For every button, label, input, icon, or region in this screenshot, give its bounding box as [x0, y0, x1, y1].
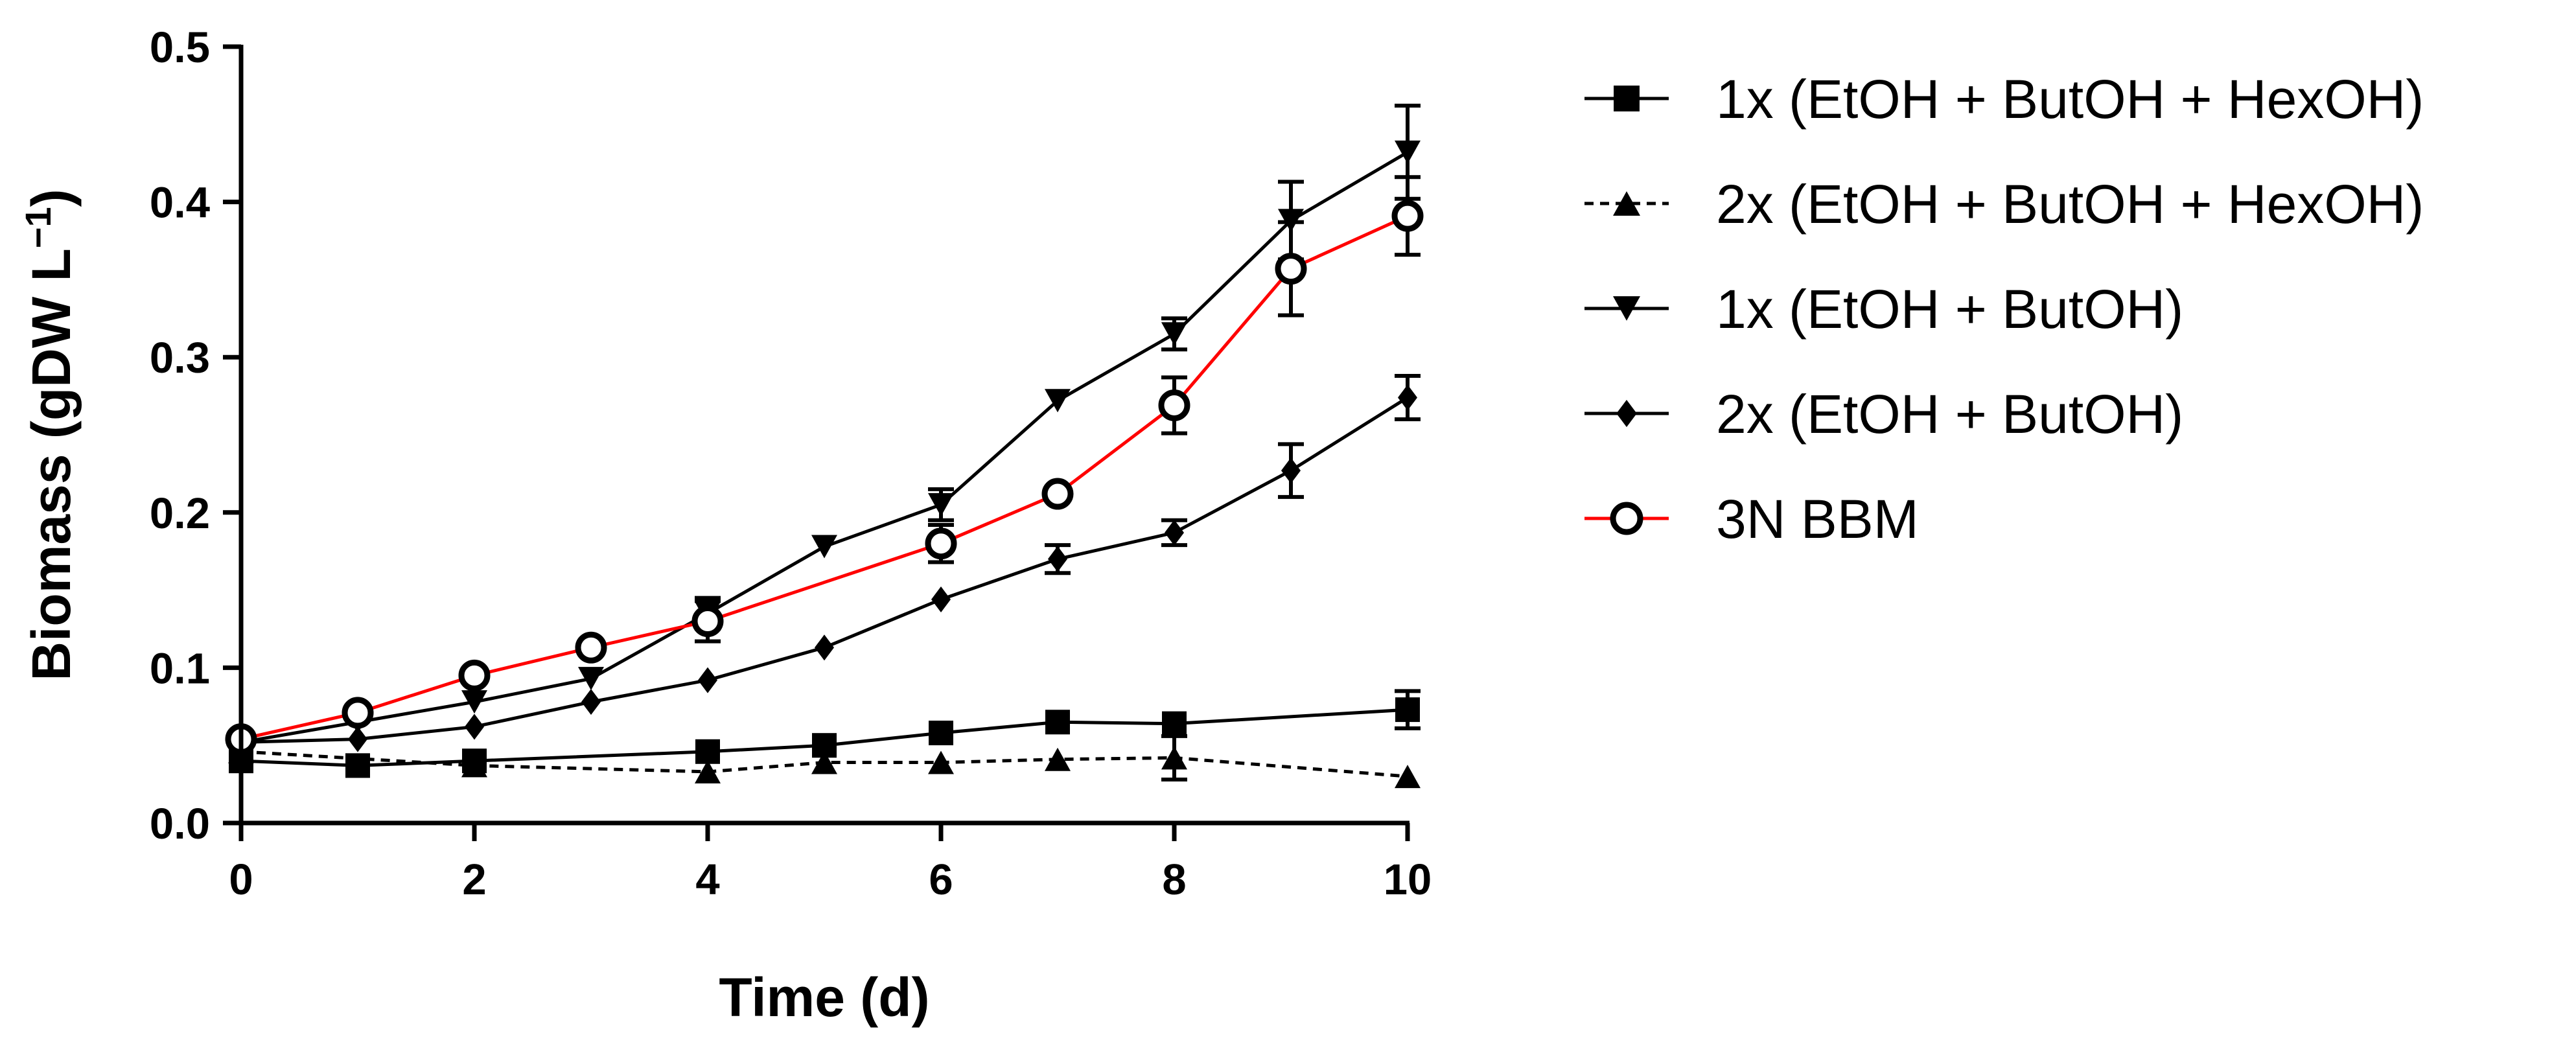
data-point: [1281, 458, 1301, 484]
data-point: [1045, 710, 1070, 735]
series-line: [240, 396, 1409, 744]
series-line: [240, 750, 1408, 778]
data-point: [1395, 140, 1421, 164]
legend-marker: [1616, 400, 1637, 427]
data-point: [1045, 389, 1071, 413]
data-point: [458, 659, 491, 691]
x-tick-label: 10: [1384, 855, 1432, 904]
y-tick-label: 0.0: [150, 800, 210, 848]
data-point: [1275, 253, 1307, 285]
y-tick-label: 0.1: [150, 644, 210, 693]
data-point: [1045, 747, 1071, 771]
x-tick-label: 2: [462, 855, 486, 904]
legend-label: 3N BBM: [1716, 489, 1919, 550]
legend: 1x (EtOH + ButOH + HexOH) 2x (EtOH + ButO…: [1584, 69, 2424, 550]
data-point: [1158, 389, 1190, 421]
legend-marker: [1610, 502, 1643, 535]
data-point: [465, 713, 484, 740]
y-tick-label: 0.2: [150, 489, 210, 538]
data-point: [698, 667, 717, 693]
legend-item: 2x (EtOH + ButOH + HexOH): [1584, 174, 2424, 235]
data-point: [929, 721, 953, 746]
legend-marker: [1613, 191, 1640, 216]
data-point: [345, 753, 370, 778]
x-axis-ticks: 0 2 4 6 8 10: [229, 823, 1432, 904]
data-point: [1391, 200, 1424, 232]
data-point: [691, 605, 724, 638]
data-point: [581, 689, 601, 715]
y-tick-label: 0.5: [150, 23, 210, 72]
y-axis-title-close: ): [21, 189, 82, 207]
data-point: [461, 690, 487, 714]
data-point: [342, 697, 374, 729]
data-point: [1048, 546, 1067, 572]
data-point: [1398, 384, 1417, 411]
y-axis-ticks: 0.0 0.1 0.2 0.3 0.4 0.5: [150, 23, 241, 848]
series-line: [240, 214, 1409, 741]
legend-item: 1x (EtOH + ButOH + HexOH): [1584, 69, 2424, 130]
legend-label: 1x (EtOH + ButOH + HexOH): [1716, 69, 2424, 130]
data-point: [1162, 711, 1187, 736]
data-point: [925, 528, 957, 560]
data-point: [811, 535, 837, 559]
y-axis-title-main: Biomass (gDW L: [21, 248, 82, 680]
data-point: [1041, 478, 1074, 510]
data-point: [348, 726, 367, 752]
legend-item: 3N BBM: [1584, 489, 1919, 550]
data-point: [695, 760, 721, 783]
data-point: [811, 750, 837, 774]
x-tick-label: 6: [929, 855, 953, 904]
legend-label: 2x (EtOH + ButOH + HexOH): [1716, 174, 2424, 235]
plot-area: [225, 104, 1424, 789]
data-point: [931, 586, 951, 612]
data-point: [928, 493, 954, 516]
data-point: [815, 634, 834, 661]
legend-marker: [1614, 86, 1640, 111]
data-point: [1165, 519, 1184, 546]
data-point: [578, 667, 604, 691]
data-point: [1161, 746, 1187, 770]
data-point: [1161, 322, 1187, 346]
series-4: [231, 373, 1421, 756]
data-point: [575, 631, 607, 664]
x-tick-label: 8: [1162, 855, 1186, 904]
y-axis-title-superscript: −1: [17, 207, 58, 248]
series-5: [225, 175, 1424, 756]
axes: [238, 45, 1410, 826]
y-axis-title: Biomass (gDW L−1): [17, 189, 82, 680]
legend-item: 2x (EtOH + ButOH): [1584, 384, 2183, 445]
x-tick-label: 4: [695, 855, 719, 904]
legend-item: 1x (EtOH + ButOH): [1584, 279, 2183, 340]
legend-label: 2x (EtOH + ButOH): [1716, 384, 2183, 445]
y-tick-label: 0.4: [150, 179, 210, 227]
data-point: [928, 750, 954, 774]
legend-marker: [1613, 296, 1640, 321]
x-axis-title: Time (d): [719, 967, 929, 1028]
y-tick-label: 0.3: [150, 334, 210, 382]
data-point: [1395, 765, 1421, 789]
data-point: [695, 739, 720, 764]
data-point: [1395, 697, 1420, 723]
x-tick-label: 0: [229, 855, 253, 904]
legend-label: 1x (EtOH + ButOH): [1716, 279, 2183, 340]
data-point: [461, 754, 487, 778]
